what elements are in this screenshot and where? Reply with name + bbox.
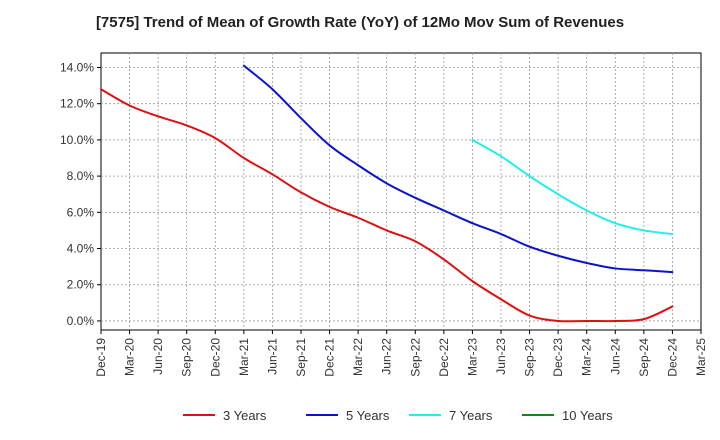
grid-layer	[101, 53, 701, 330]
x-tick-label: Mar-23	[465, 338, 479, 376]
x-tick-label: Jun-21	[265, 338, 279, 375]
x-tick-label: Sep-22	[408, 338, 422, 377]
y-axis: 0.0% 2.0% 4.0% 6.0% 8.0% 10.0% 12.0% 14.0%	[60, 60, 101, 328]
legend-label-5-years: 5 Years	[346, 408, 390, 423]
x-axis: Dec-19 Mar-20 Jun-20 Sep-20 Dec-20 Mar-21 Jun-…	[94, 330, 708, 377]
x-tick-label: Jun-23	[494, 338, 508, 375]
x-tick-label: Jun-22	[380, 338, 394, 375]
y-tick-label: 10.0%	[60, 133, 94, 147]
x-tick-label: Sep-21	[294, 338, 308, 377]
x-tick-label: Jun-24	[608, 338, 622, 375]
x-tick-label: Mar-24	[580, 338, 594, 376]
y-tick-label: 12.0%	[60, 97, 94, 111]
x-tick-label: Dec-22	[437, 338, 451, 377]
x-tick-label: Dec-24	[665, 338, 679, 377]
series-line-7-years	[471, 138, 674, 236]
x-tick-label: Mar-25	[694, 338, 708, 376]
legend: 3 Years 5 Years 7 Years 10 Years	[183, 408, 613, 423]
x-tick-label: Sep-24	[637, 338, 651, 377]
legend-label-10-years: 10 Years	[562, 408, 613, 423]
y-tick-label: 8.0%	[67, 169, 95, 183]
x-tick-label: Dec-21	[323, 338, 337, 377]
series-layer	[100, 64, 674, 323]
series-line-5-years	[242, 64, 674, 274]
legend-label-3-years: 3 Years	[223, 408, 267, 423]
y-tick-label: 14.0%	[60, 60, 94, 74]
x-tick-label: Mar-21	[237, 338, 251, 376]
legend-label-7-years: 7 Years	[449, 408, 493, 423]
x-tick-label: Mar-20	[123, 338, 137, 376]
x-tick-label: Dec-20	[208, 338, 222, 377]
x-tick-label: Sep-23	[523, 338, 537, 377]
x-tick-label: Dec-19	[94, 338, 108, 377]
x-tick-label: Jun-20	[151, 338, 165, 375]
y-tick-label: 6.0%	[67, 205, 95, 219]
y-tick-label: 0.0%	[67, 314, 95, 328]
y-tick-label: 2.0%	[67, 278, 95, 292]
series-line-3-years	[100, 88, 674, 323]
chart-title: [7575] Trend of Mean of Growth Rate (YoY…	[95, 14, 625, 31]
x-tick-label: Mar-22	[351, 338, 365, 376]
x-tick-label: Dec-23	[551, 338, 565, 377]
y-tick-label: 4.0%	[67, 242, 95, 256]
x-tick-label: Sep-20	[180, 338, 194, 377]
